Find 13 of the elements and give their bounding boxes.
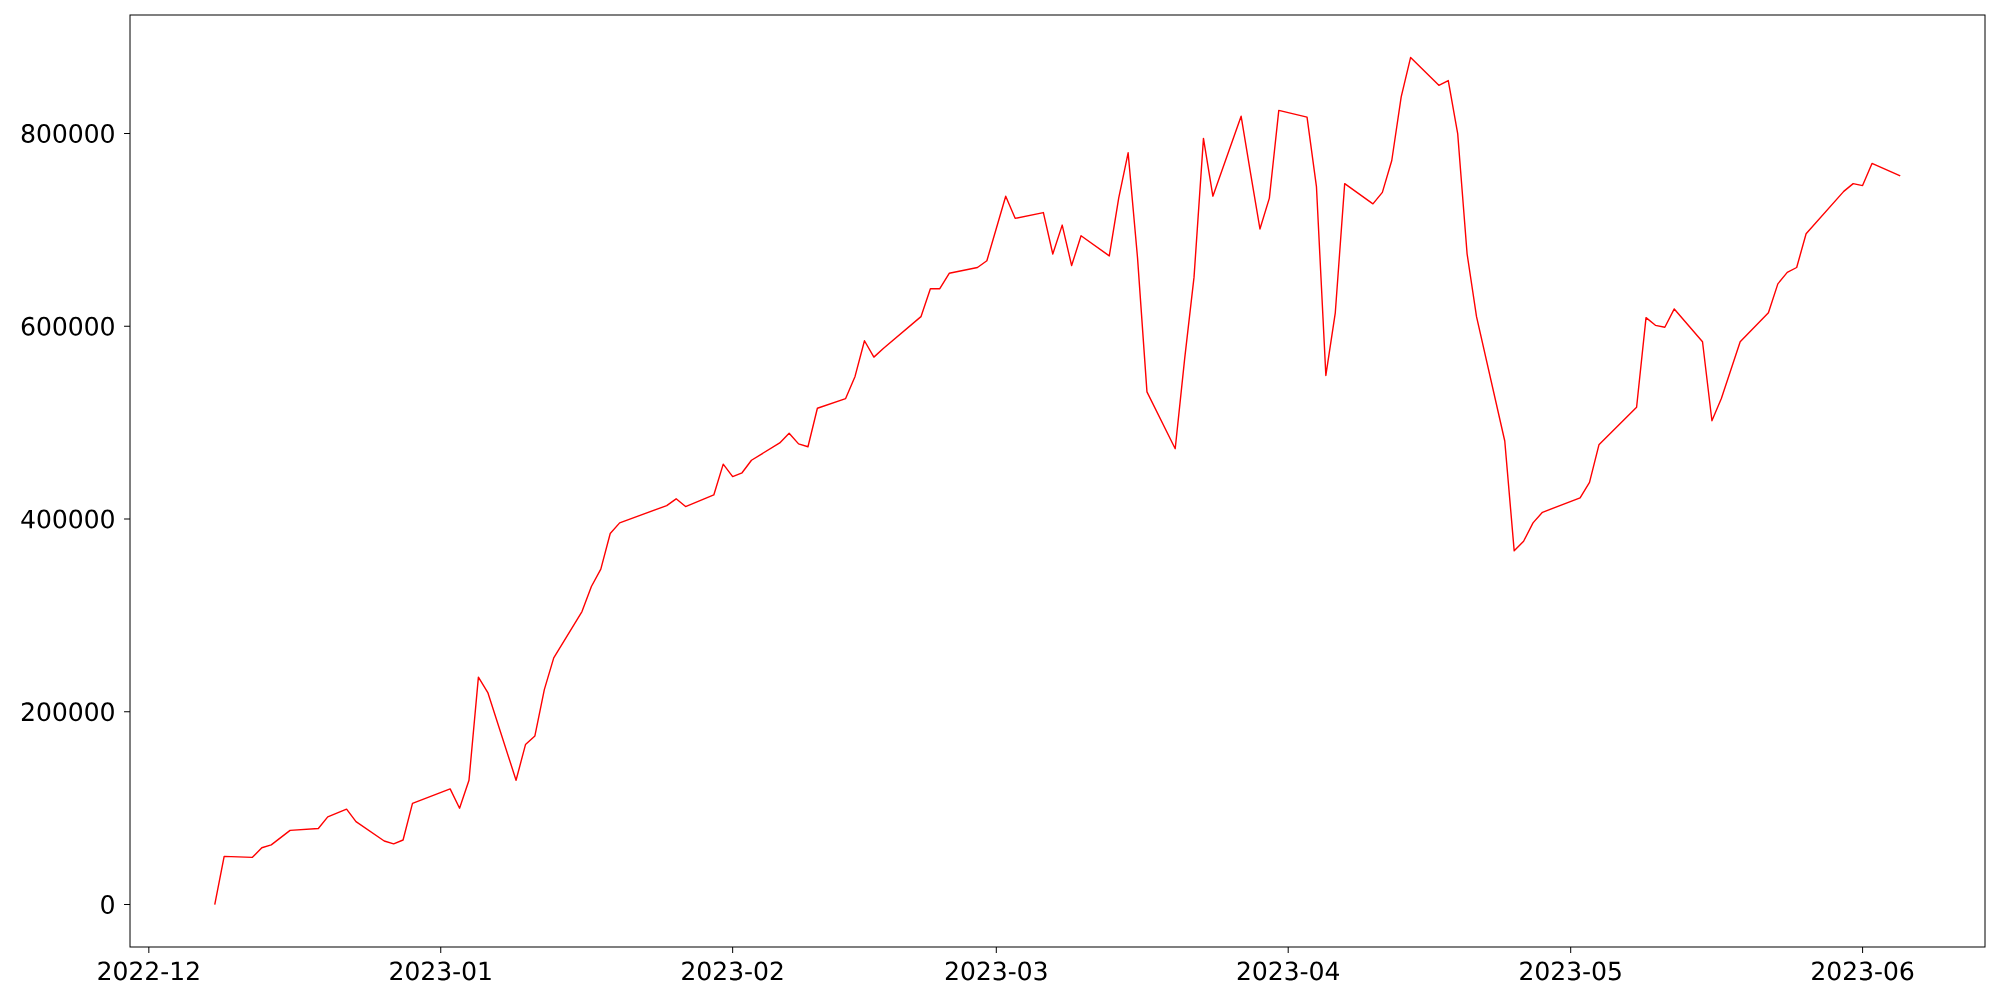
- y-tick-label: 0: [101, 895, 114, 915]
- x-tick-label: 2023-06: [1812, 961, 1914, 981]
- x-tick-label: 2023-02: [682, 961, 783, 981]
- line-series: [214, 56, 1901, 906]
- x-tick-label: 2023-04: [1237, 961, 1339, 981]
- y-tick-label: 200000: [21, 702, 114, 722]
- y-tick-label: 400000: [21, 509, 114, 529]
- x-tick-label: 2023-03: [945, 961, 1047, 981]
- y-tick-label: 800000: [21, 124, 114, 143]
- y-tick-label: 600000: [21, 316, 114, 336]
- x-tick-label: 2023-01: [390, 961, 491, 981]
- x-tick-label: 2022-12: [98, 961, 199, 981]
- x-tick-label: 2023-05: [1520, 961, 1621, 981]
